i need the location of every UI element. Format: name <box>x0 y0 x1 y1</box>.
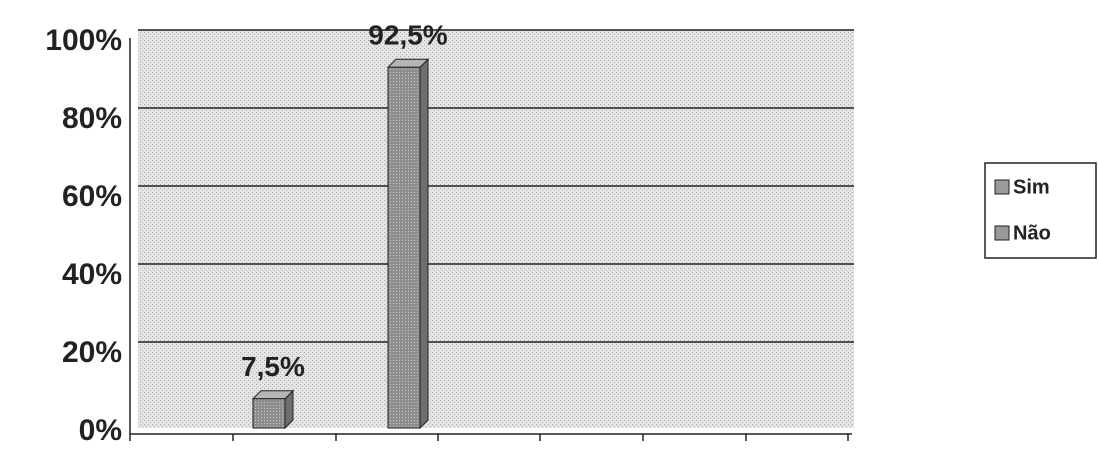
plot-wall <box>138 30 854 428</box>
legend-label: Não <box>1013 222 1051 244</box>
y-tick-label: 60% <box>62 180 122 213</box>
bar <box>387 66 421 429</box>
legend-label: Sim <box>1013 176 1050 198</box>
bar <box>252 398 286 429</box>
y-tick-label: 40% <box>62 258 122 291</box>
legend-swatch <box>994 225 1010 241</box>
value-label: 92,5% <box>368 20 447 51</box>
x-axis-ticks <box>129 434 849 441</box>
legend-box <box>984 162 1097 259</box>
bar-side <box>419 58 429 430</box>
y-tick-label: 20% <box>62 336 122 369</box>
y-tick-label: 0% <box>79 414 122 447</box>
y-tick-label: 100% <box>45 24 122 57</box>
y-tick-label: 80% <box>62 102 122 135</box>
legend-swatch <box>994 179 1010 195</box>
value-label: 7,5% <box>241 351 305 382</box>
